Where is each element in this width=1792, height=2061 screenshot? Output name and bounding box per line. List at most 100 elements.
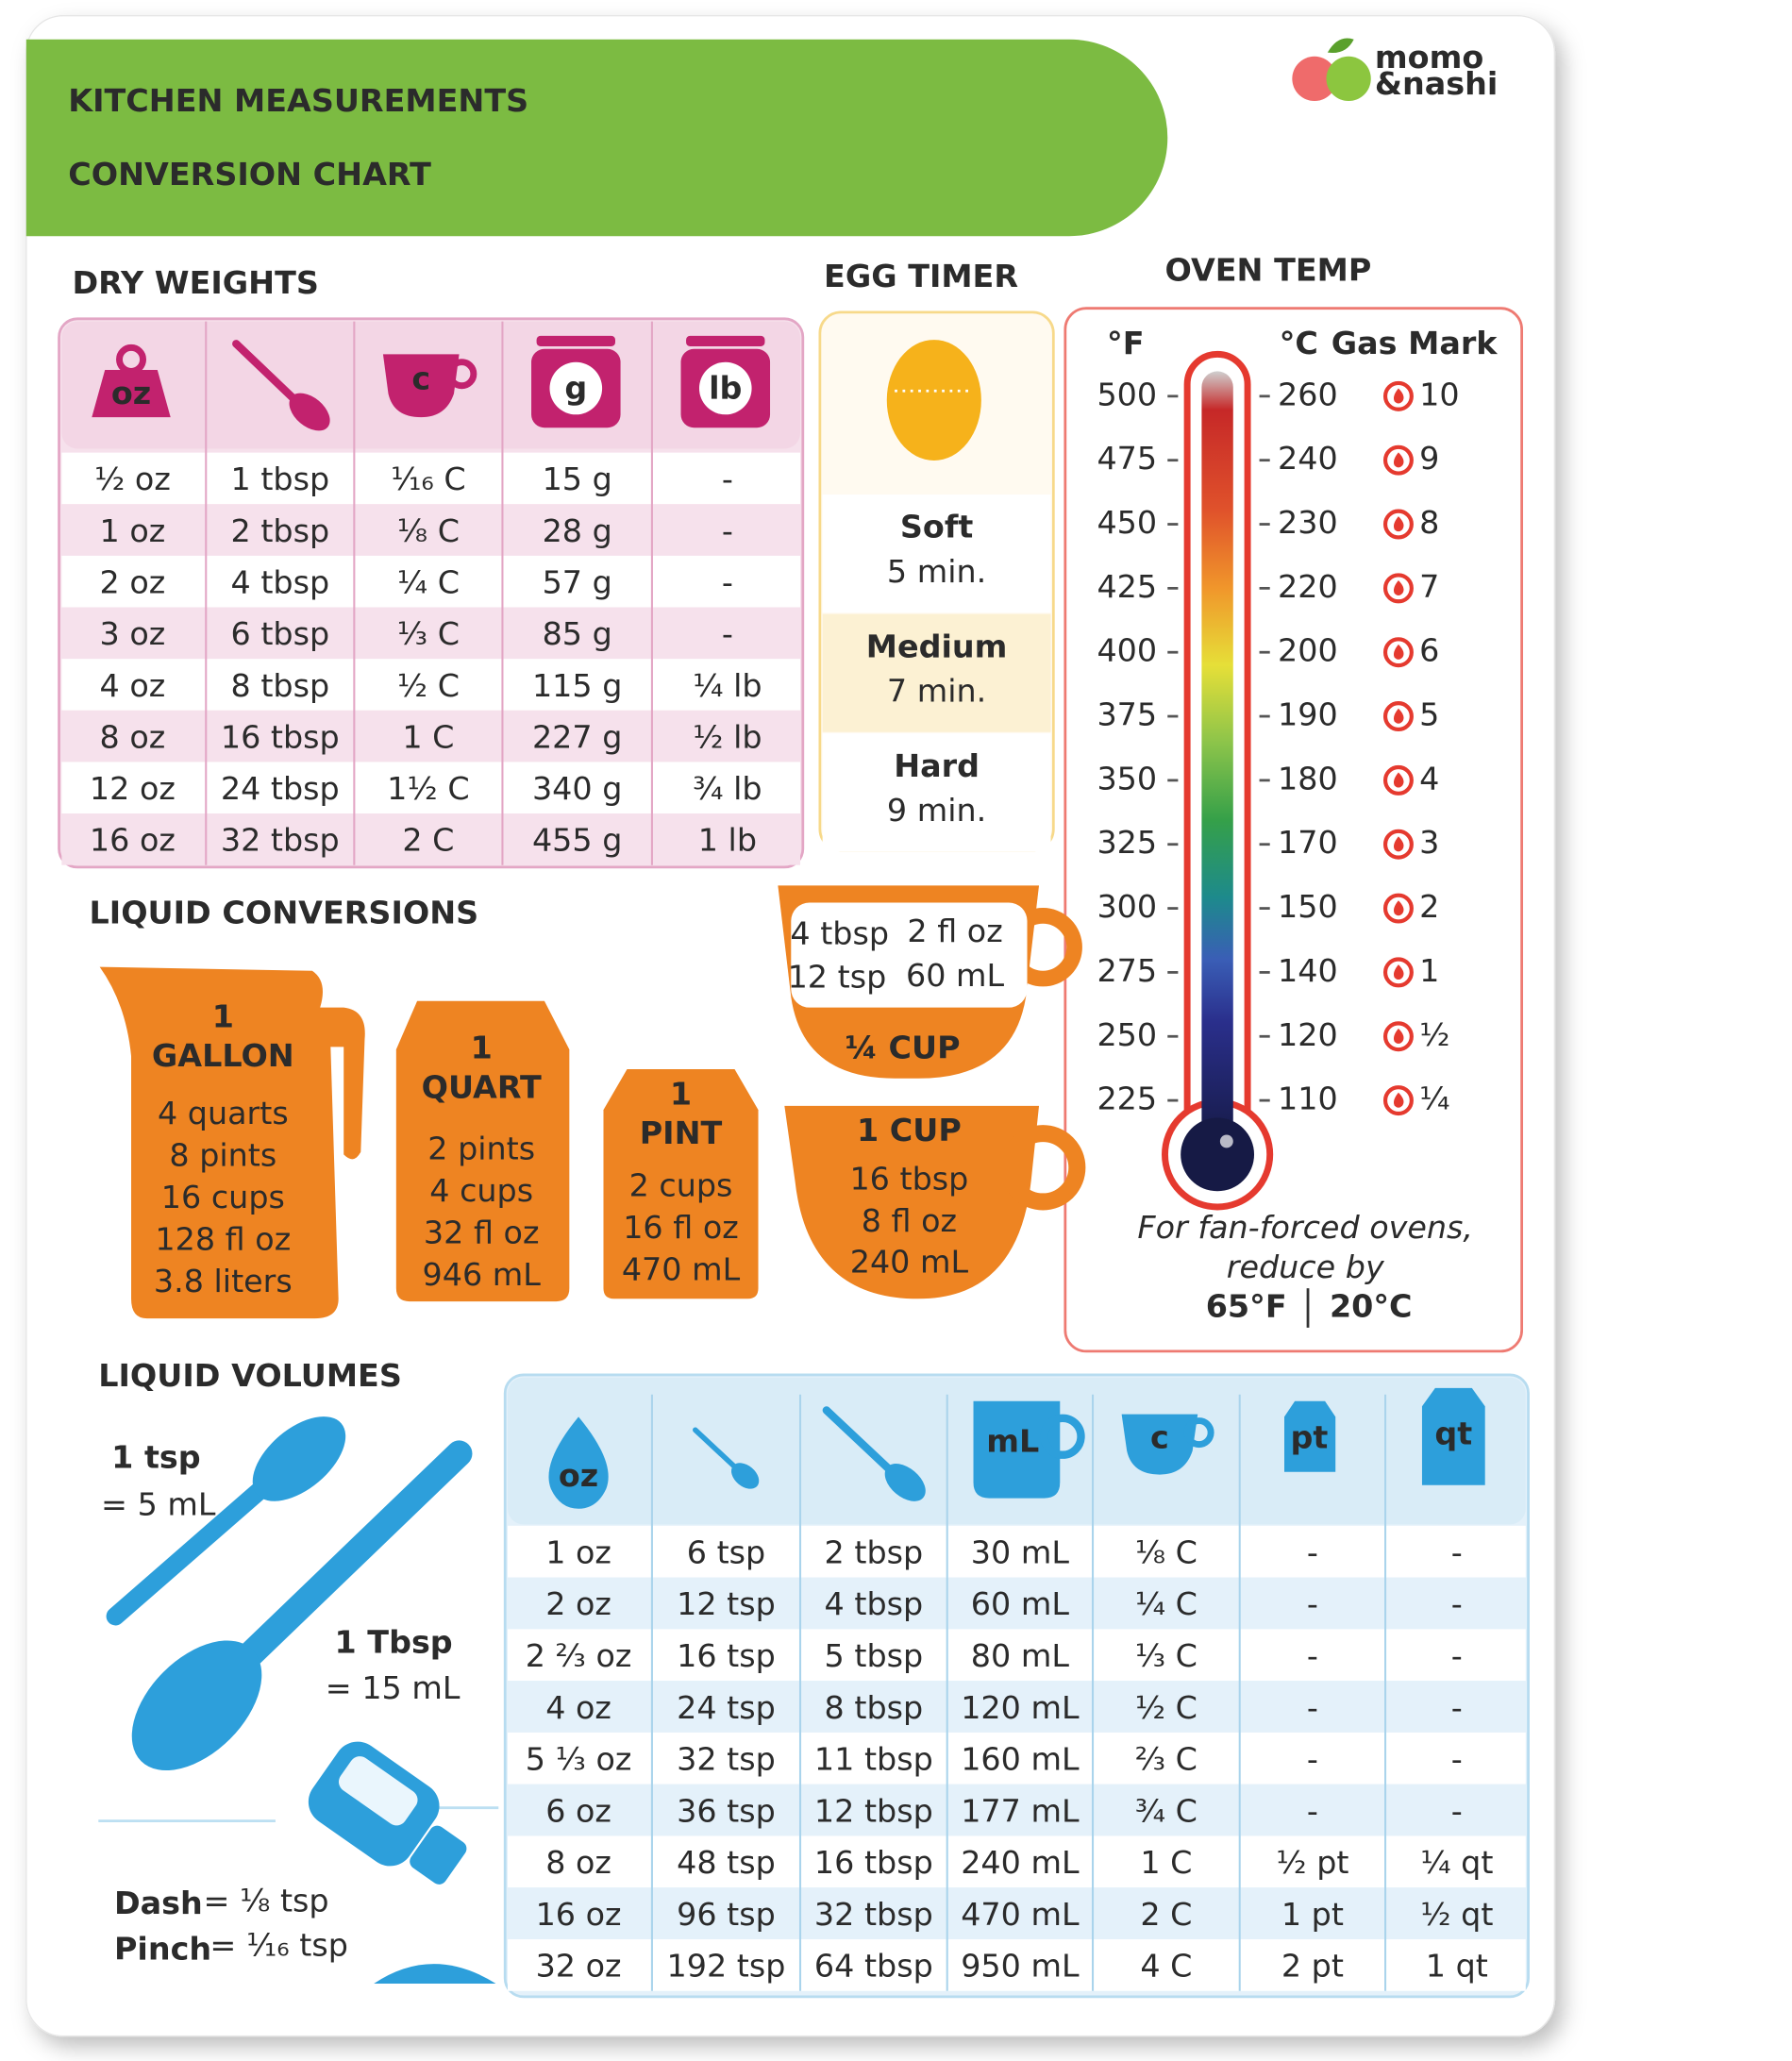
section-title: OVEN TEMP xyxy=(1164,251,1371,288)
brand-name: &nashi xyxy=(1375,65,1498,102)
egg-label: Soft xyxy=(900,509,973,545)
section-title: EGG TIMER xyxy=(824,258,1018,294)
table-cell: 1 qt xyxy=(1426,1948,1488,1985)
container-title: GALLON xyxy=(152,1037,294,1074)
table-row-bg xyxy=(61,813,801,865)
table-cell: 15 g xyxy=(543,461,612,497)
table-cell: 2 C xyxy=(402,822,454,859)
table-row-bg xyxy=(61,710,801,762)
table-cell: 470 mL xyxy=(961,1896,1080,1933)
table-cell: 2 tbsp xyxy=(825,1533,924,1570)
container-line: 128 fl oz xyxy=(155,1221,291,1258)
icon-label: lb xyxy=(709,369,742,406)
scale-top xyxy=(686,335,765,347)
tablespoon-bowl xyxy=(131,1640,262,1771)
thermo-bulb-fill xyxy=(1181,1117,1255,1192)
fahrenheit: 425 xyxy=(1097,568,1157,605)
shaker-cap xyxy=(410,1825,467,1885)
table-cell: 12 tsp xyxy=(677,1585,776,1622)
table-cell: 120 mL xyxy=(961,1689,1080,1726)
table-cell: 1 C xyxy=(402,718,454,755)
table-cell: ⅓ C xyxy=(397,615,460,652)
table-cell: 2 ⅔ oz xyxy=(526,1637,632,1674)
column-header: °C xyxy=(1280,325,1318,361)
table-cell: - xyxy=(722,563,733,600)
flame-icon xyxy=(1382,1085,1414,1116)
gas-mark: 2 xyxy=(1419,888,1439,925)
cup-icon xyxy=(1121,1414,1198,1475)
gas-mark: ¼ xyxy=(1419,1081,1449,1117)
flame-icon xyxy=(1382,573,1414,604)
salt-pile xyxy=(374,1964,496,1984)
celsius: 110 xyxy=(1278,1081,1338,1117)
container-line: 3.8 liters xyxy=(154,1263,293,1299)
table-cell: ⅛ C xyxy=(1135,1533,1197,1570)
table-cell: ⅔ C xyxy=(1135,1741,1197,1778)
table-cell: - xyxy=(1307,1741,1318,1778)
table-cell: 36 tsp xyxy=(677,1792,776,1829)
flame-icon xyxy=(1382,829,1414,860)
container-line: 8 pints xyxy=(169,1137,276,1174)
gas-mark: 3 xyxy=(1419,824,1439,861)
spoon-bowl xyxy=(289,393,330,431)
table-cell: - xyxy=(722,512,733,549)
flame xyxy=(1393,900,1404,916)
table-cell: 48 tsp xyxy=(677,1844,776,1881)
table-row-bg xyxy=(508,1577,1526,1630)
table-cell: 16 oz xyxy=(536,1896,622,1933)
icon-label: mL xyxy=(986,1423,1039,1460)
table-cell: ½ qt xyxy=(1420,1896,1493,1933)
scale-dial xyxy=(549,361,603,415)
fahrenheit: 500 xyxy=(1097,376,1157,412)
table-cell: ⅛ C xyxy=(397,512,460,549)
title-line: CONVERSION CHART xyxy=(68,156,431,193)
container-line: 60 mL xyxy=(906,957,1005,994)
note: reduce by xyxy=(1227,1248,1385,1285)
fahrenheit: 325 xyxy=(1097,824,1157,861)
pint-icon xyxy=(603,1069,759,1299)
icon-label: pt xyxy=(1290,1419,1328,1456)
container-title: 1 CUP xyxy=(857,1112,962,1148)
table-cell: 16 tbsp xyxy=(814,1844,933,1881)
egg-time: 9 min. xyxy=(887,792,986,829)
table-cell: ¼ C xyxy=(397,563,460,600)
table-cell: 340 g xyxy=(532,770,622,807)
fahrenheit: 300 xyxy=(1097,888,1157,925)
table-cell: 57 g xyxy=(543,563,612,600)
gas-mark: 6 xyxy=(1419,632,1439,669)
drop-icon xyxy=(548,1416,609,1509)
section-title: DRY WEIGHTS xyxy=(72,264,318,301)
note: For fan-forced ovens, xyxy=(1137,1209,1473,1246)
gas-mark: ½ xyxy=(1419,1016,1449,1053)
table-cell: 11 tbsp xyxy=(814,1741,933,1778)
fahrenheit: 400 xyxy=(1097,632,1157,669)
table-row-bg xyxy=(508,1525,1526,1578)
table-cell: 30 mL xyxy=(971,1533,1070,1570)
celsius: 200 xyxy=(1278,632,1338,669)
thermo-mercury xyxy=(1201,371,1233,1146)
mug-handle xyxy=(1040,1414,1085,1459)
flame xyxy=(1393,516,1404,532)
quart-icon xyxy=(395,1000,570,1302)
flame xyxy=(1393,964,1404,980)
celsius: 190 xyxy=(1278,696,1338,733)
celsius: 120 xyxy=(1278,1016,1338,1053)
container-line: 8 fl oz xyxy=(862,1202,957,1239)
celsius: 140 xyxy=(1278,952,1338,989)
egg-time: 5 min. xyxy=(887,553,986,590)
table-cell: ¹⁄₁₆ C xyxy=(391,461,466,497)
table-cell: 2 oz xyxy=(545,1585,611,1622)
table-cell: ½ oz xyxy=(94,461,171,497)
table-cell: ¾ C xyxy=(1135,1792,1197,1829)
table-cell: 4 oz xyxy=(100,667,166,704)
table-cell: - xyxy=(1451,1585,1463,1622)
celsius: 240 xyxy=(1278,440,1338,477)
table-cell: ½ pt xyxy=(1276,1844,1348,1881)
container-line: 2 pints xyxy=(427,1131,535,1167)
table-cell: - xyxy=(1451,1533,1463,1570)
flame xyxy=(1393,1028,1404,1044)
table-row-bg xyxy=(61,504,801,556)
scale-dial xyxy=(698,361,752,415)
table-cell: 32 tbsp xyxy=(814,1896,933,1933)
